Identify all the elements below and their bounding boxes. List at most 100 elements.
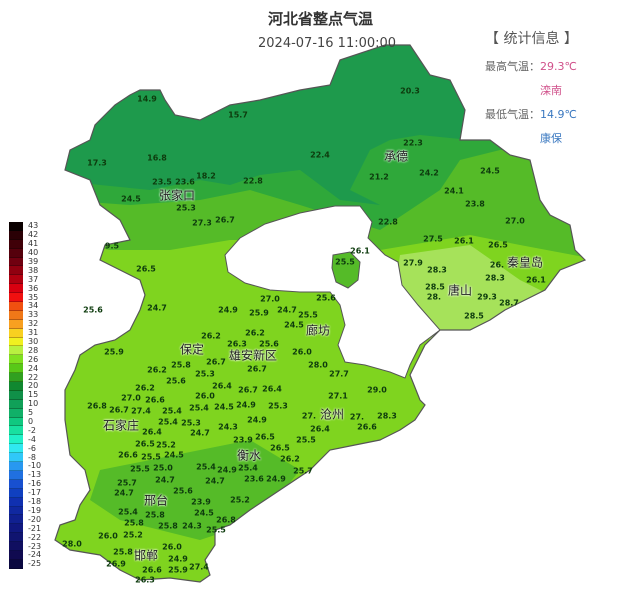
legend-entry: 38 <box>9 266 41 276</box>
station-temp: 25.8 <box>145 510 165 520</box>
legend-label: 40 <box>28 248 39 258</box>
legend-label: -21 <box>28 523 42 533</box>
legend-swatch <box>9 497 23 507</box>
station-temp: 26.2 <box>280 454 300 464</box>
legend-label: 20 <box>28 381 39 391</box>
legend-swatch <box>9 257 23 267</box>
station-temp: 25.6 <box>316 293 336 303</box>
legend-swatch <box>9 266 23 276</box>
station-temp: 25.3 <box>195 369 215 379</box>
legend-swatch <box>9 390 23 400</box>
station-temp: 25.5 <box>296 435 316 445</box>
legend-entry: 15 <box>9 391 41 400</box>
legend-entry: -4 <box>9 435 41 445</box>
station-temp: 25.5 <box>298 310 318 320</box>
station-temp: 25.6 <box>166 376 186 386</box>
station-temp: 25.4 <box>118 507 138 517</box>
station-temp: 28.3 <box>377 411 397 421</box>
station-temp: 27.0 <box>260 294 280 304</box>
station-temp: 24.9 <box>168 554 188 564</box>
station-temp: 26.1 <box>350 246 370 256</box>
station-temp: 26.5 <box>255 432 275 442</box>
legend-label: -22 <box>28 532 42 542</box>
legend-entry: -20 <box>9 515 41 525</box>
station-temp: 23.6 <box>244 474 264 484</box>
station-temp: 26.5 <box>270 443 290 453</box>
station-temp: 25.4 <box>158 417 178 427</box>
min-temp-station: 康保 <box>540 132 562 145</box>
station-temp: 26.2 <box>147 365 167 375</box>
city-label: 邢台 <box>143 493 169 508</box>
station-temp: 26.4 <box>212 381 232 391</box>
city-label: 保定 <box>179 342 205 357</box>
max-temp-label: 最高气温： <box>485 60 540 73</box>
legend-label: -2 <box>28 425 36 435</box>
legend-label: -17 <box>28 488 42 498</box>
station-temp: 25.4 <box>238 463 258 473</box>
city-label: 唐山 <box>447 283 473 298</box>
station-temp: 25.2 <box>123 530 143 540</box>
legend-entry: 0 <box>9 418 41 427</box>
station-temp: 25.2 <box>156 440 176 450</box>
city-label: 沧州 <box>319 407 345 422</box>
legend-swatch <box>9 479 23 489</box>
legend-entry: -13 <box>9 471 41 480</box>
legend-entry: 26 <box>9 355 41 365</box>
legend-entry: -16 <box>9 480 41 489</box>
legend-entry: 31 <box>9 329 41 338</box>
station-temp: 27.7 <box>329 369 349 379</box>
legend-label: -10 <box>28 461 42 471</box>
station-temp: 26.8 <box>87 401 107 411</box>
station-temp: 25.9 <box>168 565 188 575</box>
station-temp: 23.5 <box>152 177 172 187</box>
city-label: 衡水 <box>236 448 262 463</box>
station-temp: 27.5 <box>423 234 443 244</box>
map-datetime: 2024-07-16 11:00:00 <box>258 36 397 51</box>
station-temp: 24.5 <box>480 166 500 176</box>
station-temp: 26.7 <box>247 364 267 374</box>
station-temp: 29.3 <box>477 292 497 302</box>
legend-swatch <box>9 399 23 409</box>
legend-swatch <box>9 239 23 249</box>
station-temp: 21.2 <box>369 172 389 182</box>
station-temp: 26.0 <box>98 531 118 541</box>
station-temp: 29.0 <box>367 385 387 395</box>
legend-label: 24 <box>28 363 39 373</box>
legend-label: 42 <box>28 230 39 240</box>
legend-label: 33 <box>28 310 39 320</box>
legend-swatch <box>9 533 23 543</box>
legend-entry: 30 <box>9 338 41 347</box>
station-temp: 16.8 <box>147 153 167 163</box>
legend-swatch <box>9 275 23 285</box>
city-label: 承德 <box>383 149 409 164</box>
station-temp: 24.9 <box>218 305 238 315</box>
station-temp: 25.8 <box>158 521 178 531</box>
legend-entry: -25 <box>9 560 41 569</box>
min-temp-label: 最低气温： <box>485 108 540 121</box>
legend-entry: -17 <box>9 489 41 498</box>
legend-swatch <box>9 515 23 525</box>
legend-label: 15 <box>28 390 39 400</box>
station-temp: 26.4 <box>310 424 330 434</box>
station-temp: 25.7 <box>293 466 313 476</box>
station-temp: 26.6 <box>145 395 165 405</box>
station-temp: 28.0 <box>308 360 328 370</box>
stats-heading: 【 统计信息 】 <box>485 31 578 47</box>
legend-entry: 39 <box>9 258 41 267</box>
station-temp: 25.6 <box>83 305 103 315</box>
legend-swatch <box>9 462 23 471</box>
legend-entry: 22 <box>9 373 41 383</box>
station-temp: 24.9 <box>266 474 286 484</box>
station-temp: 26.7 <box>215 215 235 225</box>
station-temp: 22.3 <box>403 138 423 148</box>
legend-label: 32 <box>28 319 39 329</box>
legend-swatch <box>9 310 23 320</box>
station-temp: 25.0 <box>153 463 173 473</box>
legend-swatch <box>9 488 23 498</box>
station-temp: 24.3 <box>182 521 202 531</box>
legend-swatch <box>9 302 23 311</box>
beijing-tianjin-gap <box>224 205 441 379</box>
city-label: 雄安新区 <box>228 348 278 363</box>
station-temp: 25.9 <box>104 347 124 357</box>
station-temp: 28.5 <box>425 282 445 292</box>
